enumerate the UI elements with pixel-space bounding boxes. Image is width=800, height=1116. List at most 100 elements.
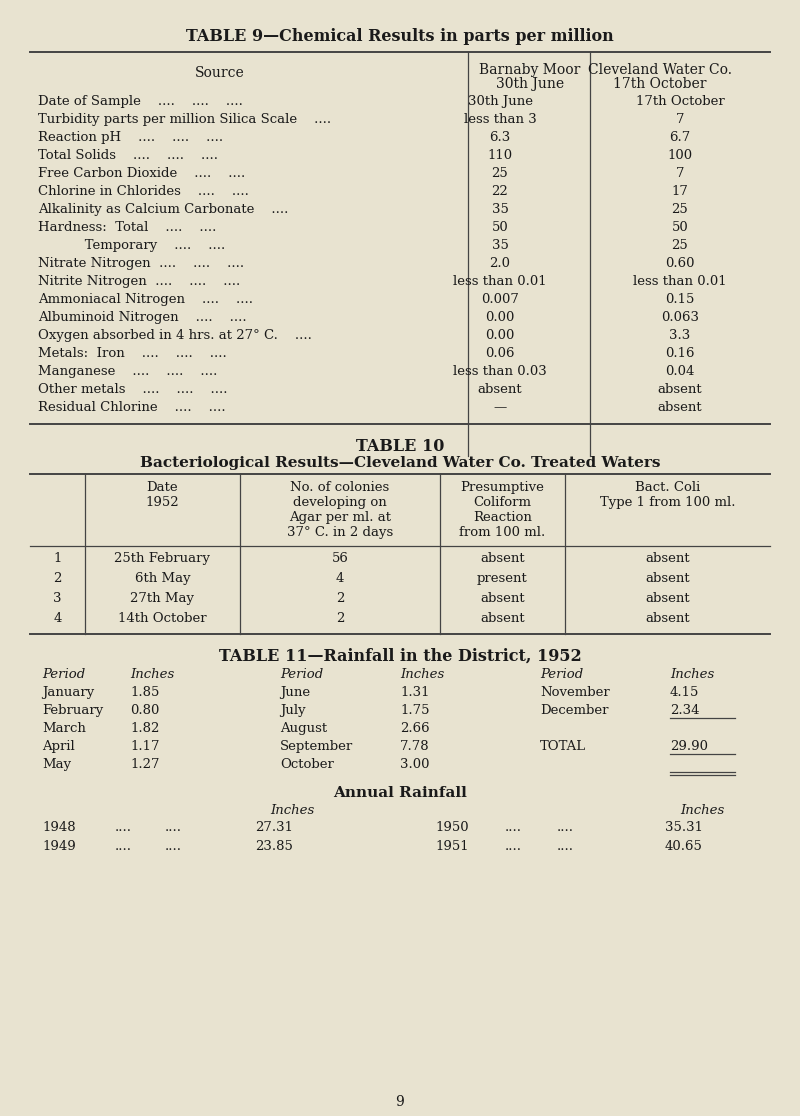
Text: 30th June: 30th June bbox=[496, 77, 564, 92]
Text: Nitrate Nitrogen  ....    ....    ....: Nitrate Nitrogen .... .... .... bbox=[38, 257, 244, 270]
Text: 6.7: 6.7 bbox=[670, 131, 690, 144]
Text: Annual Rainfall: Annual Rainfall bbox=[333, 786, 467, 800]
Text: Presumptive
Coliform
Reaction
from 100 ml.: Presumptive Coliform Reaction from 100 m… bbox=[459, 481, 546, 539]
Text: 0.15: 0.15 bbox=[666, 294, 694, 306]
Text: absent: absent bbox=[480, 552, 525, 565]
Text: Residual Chlorine    ....    ....: Residual Chlorine .... .... bbox=[38, 401, 226, 414]
Text: Period: Period bbox=[540, 668, 583, 681]
Text: 23.85: 23.85 bbox=[255, 840, 293, 853]
Text: June: June bbox=[280, 686, 310, 699]
Text: Other metals    ....    ....    ....: Other metals .... .... .... bbox=[38, 383, 227, 396]
Text: 100: 100 bbox=[667, 150, 693, 162]
Text: 6th May: 6th May bbox=[134, 573, 190, 585]
Text: Turbidity parts per million Silica Scale    ....: Turbidity parts per million Silica Scale… bbox=[38, 113, 331, 126]
Text: 2.34: 2.34 bbox=[670, 704, 699, 716]
Text: No. of colonies
developing on
Agar per ml. at
37° C. in 2 days: No. of colonies developing on Agar per m… bbox=[287, 481, 393, 539]
Text: 3: 3 bbox=[54, 591, 62, 605]
Text: 40.65: 40.65 bbox=[665, 840, 703, 853]
Text: absent: absent bbox=[478, 383, 522, 396]
Text: 14th October: 14th October bbox=[118, 612, 207, 625]
Text: Bacteriological Results—Cleveland Water Co. Treated Waters: Bacteriological Results—Cleveland Water … bbox=[140, 456, 660, 470]
Text: 56: 56 bbox=[331, 552, 349, 565]
Text: 0.06: 0.06 bbox=[486, 347, 514, 360]
Text: absent: absent bbox=[645, 573, 690, 585]
Text: Hardness:  Total    ....    ....: Hardness: Total .... .... bbox=[38, 221, 216, 234]
Text: 50: 50 bbox=[672, 221, 688, 234]
Text: 0.063: 0.063 bbox=[661, 311, 699, 324]
Text: Metals:  Iron    ....    ....    ....: Metals: Iron .... .... .... bbox=[38, 347, 226, 360]
Text: absent: absent bbox=[645, 552, 690, 565]
Text: Albuminoid Nitrogen    ....    ....: Albuminoid Nitrogen .... .... bbox=[38, 311, 246, 324]
Text: Barnaby Moor: Barnaby Moor bbox=[479, 62, 581, 77]
Text: TABLE 11—Rainfall in the District, 1952: TABLE 11—Rainfall in the District, 1952 bbox=[218, 648, 582, 665]
Text: 1.85: 1.85 bbox=[130, 686, 159, 699]
Text: less than 0.03: less than 0.03 bbox=[453, 365, 547, 378]
Text: 3.00: 3.00 bbox=[400, 758, 430, 771]
Text: ....: .... bbox=[557, 821, 574, 834]
Text: Period: Period bbox=[280, 668, 323, 681]
Text: 0.007: 0.007 bbox=[481, 294, 519, 306]
Text: October: October bbox=[280, 758, 334, 771]
Text: 25: 25 bbox=[672, 203, 688, 217]
Text: ....: .... bbox=[505, 821, 522, 834]
Text: less than 0.01: less than 0.01 bbox=[453, 275, 547, 288]
Text: 2.0: 2.0 bbox=[490, 257, 510, 270]
Text: ....: .... bbox=[115, 840, 132, 853]
Text: 0.00: 0.00 bbox=[486, 311, 514, 324]
Text: Oxygen absorbed in 4 hrs. at 27° C.    ....: Oxygen absorbed in 4 hrs. at 27° C. .... bbox=[38, 329, 312, 341]
Text: July: July bbox=[280, 704, 306, 716]
Text: January: January bbox=[42, 686, 94, 699]
Text: Inches: Inches bbox=[130, 668, 174, 681]
Text: Bact. Coli
Type 1 from 100 ml.: Bact. Coli Type 1 from 100 ml. bbox=[600, 481, 735, 509]
Text: Date of Sample    ....    ....    ....: Date of Sample .... .... .... bbox=[38, 95, 243, 108]
Text: Reaction pH    ....    ....    ....: Reaction pH .... .... .... bbox=[38, 131, 223, 144]
Text: 1948: 1948 bbox=[42, 821, 76, 834]
Text: 17th October: 17th October bbox=[614, 77, 706, 92]
Text: absent: absent bbox=[645, 612, 690, 625]
Text: September: September bbox=[280, 740, 354, 753]
Text: 0.04: 0.04 bbox=[666, 365, 694, 378]
Text: 4: 4 bbox=[336, 573, 344, 585]
Text: February: February bbox=[42, 704, 103, 716]
Text: absent: absent bbox=[480, 612, 525, 625]
Text: 25: 25 bbox=[672, 239, 688, 252]
Text: 0.60: 0.60 bbox=[666, 257, 694, 270]
Text: ....: .... bbox=[115, 821, 132, 834]
Text: absent: absent bbox=[480, 591, 525, 605]
Text: absent: absent bbox=[658, 401, 702, 414]
Text: absent: absent bbox=[658, 383, 702, 396]
Text: 1950: 1950 bbox=[435, 821, 469, 834]
Text: 1: 1 bbox=[54, 552, 62, 565]
Text: TOTAL: TOTAL bbox=[540, 740, 586, 753]
Text: 1951: 1951 bbox=[435, 840, 469, 853]
Text: Inches: Inches bbox=[270, 804, 314, 817]
Text: 9: 9 bbox=[396, 1095, 404, 1109]
Text: 35: 35 bbox=[491, 203, 509, 217]
Text: —: — bbox=[494, 401, 506, 414]
Text: Alkalinity as Calcium Carbonate    ....: Alkalinity as Calcium Carbonate .... bbox=[38, 203, 288, 217]
Text: 2: 2 bbox=[336, 591, 344, 605]
Text: 2: 2 bbox=[54, 573, 62, 585]
Text: Temporary    ....    ....: Temporary .... .... bbox=[38, 239, 226, 252]
Text: 4: 4 bbox=[54, 612, 62, 625]
Text: 1.82: 1.82 bbox=[130, 722, 159, 735]
Text: 7: 7 bbox=[676, 167, 684, 180]
Text: Inches: Inches bbox=[400, 668, 444, 681]
Text: 6.3: 6.3 bbox=[490, 131, 510, 144]
Text: TABLE 9—Chemical Results in parts per million: TABLE 9—Chemical Results in parts per mi… bbox=[186, 28, 614, 45]
Text: 1.75: 1.75 bbox=[400, 704, 430, 716]
Text: Free Carbon Dioxide    ....    ....: Free Carbon Dioxide .... .... bbox=[38, 167, 246, 180]
Text: Nitrite Nitrogen  ....    ....    ....: Nitrite Nitrogen .... .... .... bbox=[38, 275, 240, 288]
Text: 2.66: 2.66 bbox=[400, 722, 430, 735]
Text: absent: absent bbox=[645, 591, 690, 605]
Text: Cleveland Water Co.: Cleveland Water Co. bbox=[588, 62, 732, 77]
Text: 2: 2 bbox=[336, 612, 344, 625]
Text: TABLE 10: TABLE 10 bbox=[356, 437, 444, 455]
Text: 17th October: 17th October bbox=[636, 95, 724, 108]
Text: December: December bbox=[540, 704, 609, 716]
Text: 25: 25 bbox=[492, 167, 508, 180]
Text: less than 3: less than 3 bbox=[464, 113, 536, 126]
Text: 110: 110 bbox=[487, 150, 513, 162]
Text: Manganese    ....    ....    ....: Manganese .... .... .... bbox=[38, 365, 218, 378]
Text: 35: 35 bbox=[491, 239, 509, 252]
